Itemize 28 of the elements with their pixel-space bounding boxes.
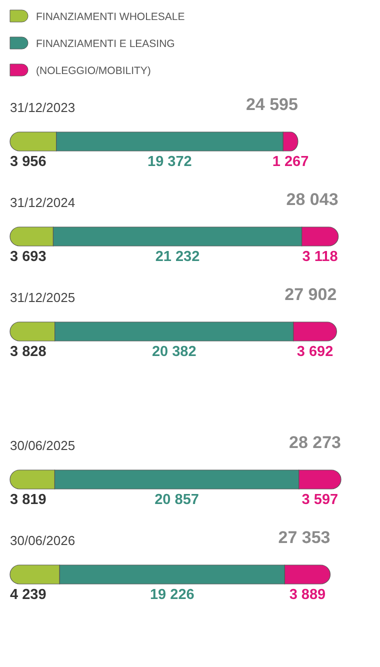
data-label: 1 267 <box>272 154 309 170</box>
data-label: 19 372 <box>148 154 192 170</box>
total-label: 27 353 <box>278 528 330 547</box>
data-label: 3 819 <box>10 492 46 508</box>
data-label: 20 382 <box>152 344 196 360</box>
legend-label: FINANZIAMENTI WHOLESALE <box>36 11 185 23</box>
y-tick-label: 31/12/2025 <box>10 290 76 305</box>
y-tick-label: 31/12/2023 <box>10 100 76 115</box>
data-label: 21 232 <box>155 249 200 265</box>
data-label: 3 597 <box>302 492 338 508</box>
data-label: 3 828 <box>10 344 46 360</box>
data-label: 4 239 <box>10 587 46 603</box>
y-tick-label: 30/06/2025 <box>10 438 76 453</box>
data-label: 20 857 <box>154 492 199 508</box>
legend-label: FINANZIAMENTI E LEASING <box>36 38 175 50</box>
legend-label: (NOLEGGIO/MOBILITY) <box>36 65 151 77</box>
data-label: 3 693 <box>10 249 46 265</box>
y-tick-label: 31/12/2024 <box>10 195 76 210</box>
data-label: 19 226 <box>150 587 194 603</box>
total-label: 24 595 <box>246 95 298 114</box>
data-label: 3 692 <box>296 344 334 360</box>
data-label: 3 956 <box>10 154 46 170</box>
total-label: 28 273 <box>289 433 341 452</box>
data-label: 3 118 <box>302 249 338 265</box>
total-label: 28 043 <box>286 190 338 209</box>
y-tick-label: 30/06/2026 <box>10 533 76 548</box>
total-label: 27 902 <box>284 285 337 304</box>
data-label: 3 889 <box>289 587 326 603</box>
